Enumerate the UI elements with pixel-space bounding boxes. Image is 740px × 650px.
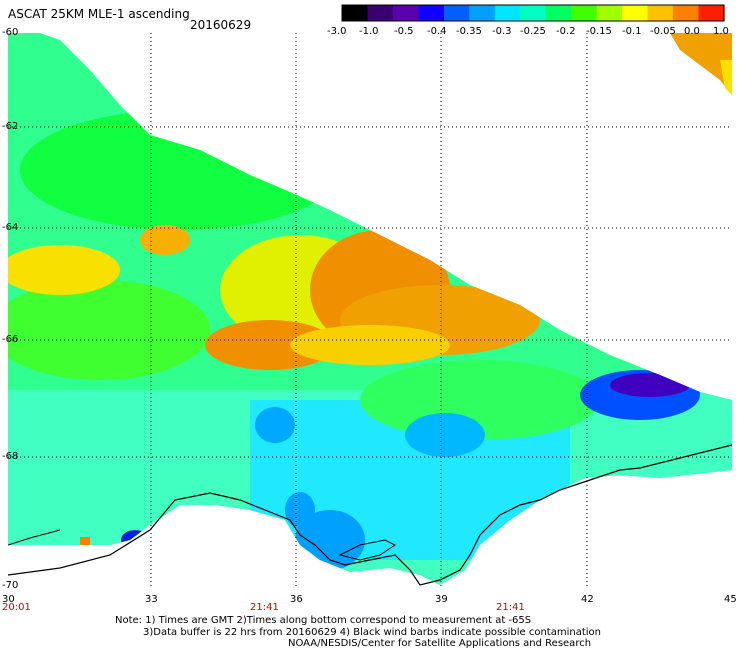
footer-note-1: Note: 1) Times are GMT 2)Times along bot… bbox=[115, 615, 532, 626]
lat-label: -62 bbox=[2, 121, 19, 132]
colorbar-swatch bbox=[698, 5, 725, 21]
colorbar-swatch bbox=[673, 5, 700, 21]
lon-label: 45 bbox=[724, 594, 737, 605]
colorbar-label: -0.4 bbox=[427, 26, 447, 37]
colorbar-label: -0.2 bbox=[556, 26, 576, 37]
colorbar-swatch bbox=[443, 5, 470, 21]
colorbar-swatch bbox=[367, 5, 394, 21]
colorbar-label: -0.5 bbox=[394, 26, 414, 37]
colorbar-label: -0.3 bbox=[492, 26, 512, 37]
footer-credit: NOAA/NESDIS/Center for Satellite Applica… bbox=[288, 638, 592, 649]
colorbar-swatch bbox=[392, 5, 419, 21]
time-label: 21:41 bbox=[250, 602, 279, 613]
colorbar-label: -0.1 bbox=[622, 26, 642, 37]
lon-label: 33 bbox=[145, 594, 158, 605]
colorbar-label: -1.0 bbox=[359, 26, 379, 37]
colorbar-label: 1.0 bbox=[713, 26, 729, 37]
corner-patch bbox=[670, 33, 732, 95]
colorbar-swatch bbox=[571, 5, 598, 21]
colorbar-swatch bbox=[596, 5, 623, 21]
colorbar-label: 0.0 bbox=[684, 26, 700, 37]
colorbar-swatch bbox=[647, 5, 674, 21]
time-label: 20:01 bbox=[2, 602, 31, 613]
lat-label: -70 bbox=[2, 580, 19, 591]
lon-label: 30 bbox=[2, 594, 15, 605]
map-title: ASCAT 25KM MLE-1 ascending bbox=[8, 7, 190, 21]
colorbar-border bbox=[341, 4, 725, 22]
colorbar-swatch bbox=[494, 5, 521, 21]
map-date: 20160629 bbox=[190, 18, 252, 32]
colorbar-swatch bbox=[469, 5, 496, 21]
colorbar-swatch bbox=[418, 5, 445, 21]
colorbar-swatch bbox=[520, 5, 547, 21]
lat-label: -66 bbox=[2, 334, 19, 345]
lon-label: 39 bbox=[435, 594, 448, 605]
grid bbox=[8, 33, 732, 587]
colorbar-swatch bbox=[545, 5, 572, 21]
colorbar bbox=[341, 4, 725, 22]
lat-label: -68 bbox=[2, 451, 19, 462]
footer-note-2: 3)Data buffer is 22 hrs from 20160629 4)… bbox=[143, 627, 601, 638]
colorbar-label: -3.0 bbox=[327, 26, 347, 37]
colorbar-swatch bbox=[622, 5, 649, 21]
lat-label: -60 bbox=[2, 27, 19, 38]
time-label: 21:41 bbox=[496, 602, 525, 613]
coastline bbox=[8, 444, 732, 586]
colorbar-label: -0.05 bbox=[650, 26, 676, 37]
colorbar-label: -0.15 bbox=[586, 26, 612, 37]
colorbar-label: -0.35 bbox=[456, 26, 482, 37]
colorbar-swatch bbox=[342, 5, 369, 21]
lon-label: 42 bbox=[581, 594, 594, 605]
lat-label: -64 bbox=[2, 222, 19, 233]
lon-label: 36 bbox=[290, 594, 303, 605]
colorbar-label: -0.25 bbox=[520, 26, 546, 37]
